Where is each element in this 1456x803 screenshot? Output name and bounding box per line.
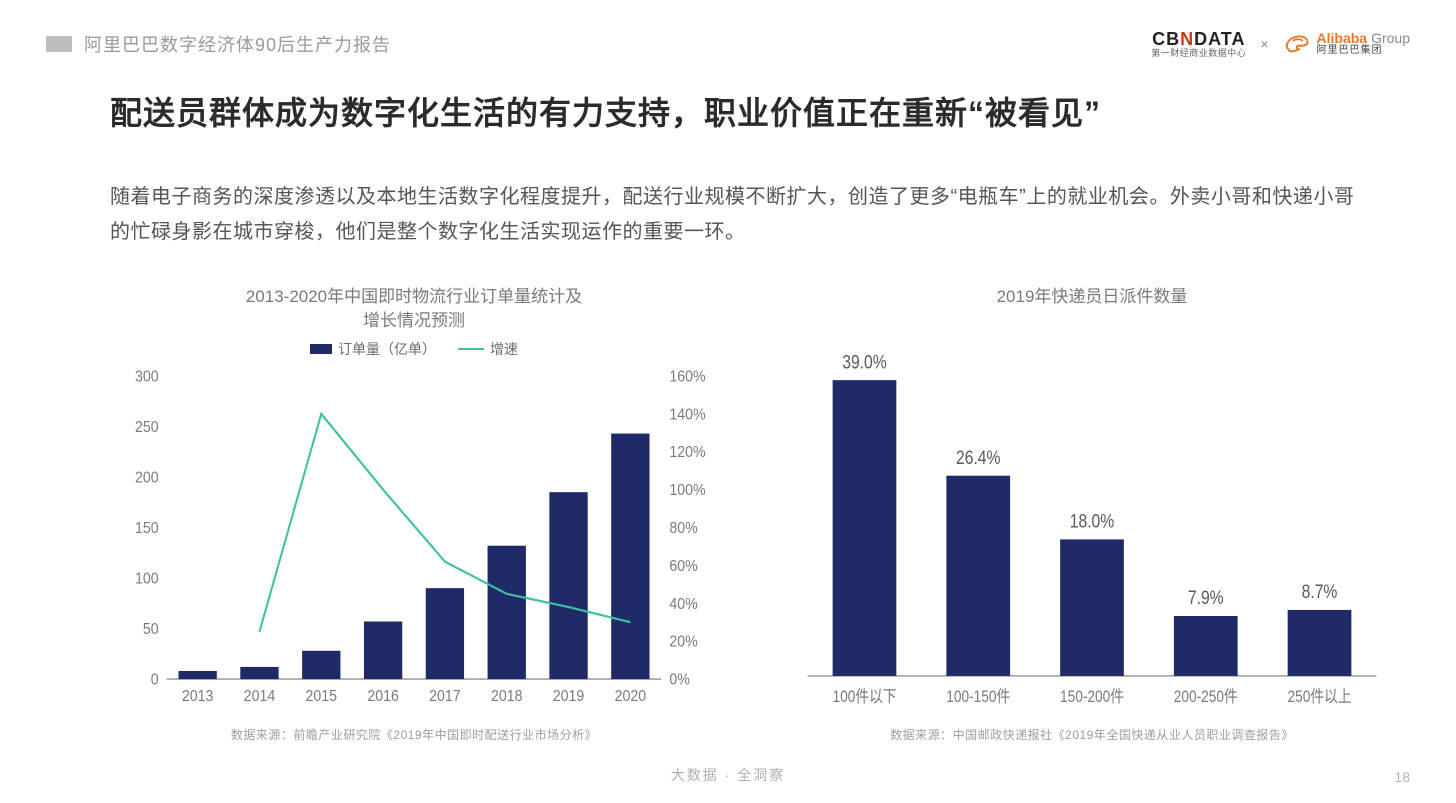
svg-text:100件以下: 100件以下 xyxy=(832,688,896,707)
svg-text:60%: 60% xyxy=(669,558,697,575)
ali-cn: 阿里巴巴集团 xyxy=(1317,46,1411,57)
svg-text:100-150件: 100-150件 xyxy=(946,688,1010,707)
chart-left-title-l1: 2013-2020年中国即时物流行业订单量统计及 xyxy=(246,287,582,306)
svg-text:39.0%: 39.0% xyxy=(842,351,886,373)
svg-text:2018: 2018 xyxy=(491,688,523,705)
cbn-sub: 第一财经商业数据中心 xyxy=(1151,49,1246,58)
svg-text:300: 300 xyxy=(135,369,159,386)
doc-title: 阿里巴巴数字经济体90后生产力报告 xyxy=(84,31,391,57)
ali-en: Alibaba xyxy=(1317,30,1368,46)
footer-page-number: 18 xyxy=(1394,769,1410,785)
svg-text:200: 200 xyxy=(135,470,159,487)
main-title: 配送员群体成为数字化生活的有力支持，职业价值正在重新“被看见” xyxy=(110,88,1346,134)
chart-right-title: 2019年快递员日派件数量 xyxy=(997,285,1188,309)
chart-left-source: 数据来源：前瞻产业研究院《2019年中国即时配送行业市场分析》 xyxy=(231,726,597,743)
svg-text:150-200件: 150-200件 xyxy=(1060,688,1124,707)
chart-left-legend: 订单量（亿单） 增速 xyxy=(310,339,518,359)
svg-text:50: 50 xyxy=(143,621,159,638)
footer-center: 大数据 · 全洞察 xyxy=(0,765,1456,785)
legend-line-swatch xyxy=(458,348,484,350)
svg-text:2015: 2015 xyxy=(306,688,338,705)
body-text: 随着电子商务的深度渗透以及本地生活数字化程度提升，配送行业规模不断扩大，创造了更… xyxy=(110,180,1366,250)
svg-text:100%: 100% xyxy=(669,482,705,499)
svg-text:8.7%: 8.7% xyxy=(1302,580,1338,602)
ali-group: Group xyxy=(1371,30,1410,46)
svg-text:2014: 2014 xyxy=(244,688,276,705)
svg-text:2016: 2016 xyxy=(367,688,399,705)
legend-line: 增速 xyxy=(458,339,518,359)
chart-left-title: 2013-2020年中国即时物流行业订单量统计及 增长情况预测 xyxy=(246,285,582,333)
svg-text:100: 100 xyxy=(135,571,159,588)
svg-text:2013: 2013 xyxy=(182,688,214,705)
chart-right-area: 39.0% 100件以下 26.4% 100-150件 18.0% 150-200件 7.9… xyxy=(788,337,1396,716)
slide-page: 阿里巴巴数字经济体90后生产力报告 CBNDATA 第一财经商业数据中心 × A… xyxy=(0,0,1456,803)
svg-text:150: 150 xyxy=(135,520,159,537)
alibaba-logo: AlibabaGroup 阿里巴巴集团 xyxy=(1283,30,1411,58)
svg-text:80%: 80% xyxy=(669,520,697,537)
svg-text:40%: 40% xyxy=(669,596,697,613)
header-accent-block xyxy=(46,36,72,52)
chart-right-svg: 39.0% 100件以下 26.4% 100-150件 18.0% 150-200件 7.9… xyxy=(788,337,1396,716)
chart-right-source: 数据来源：中国邮政快递报社《2019年全国快递从业人员职业调查报告》 xyxy=(890,726,1294,743)
alibaba-icon xyxy=(1283,30,1311,58)
header: 阿里巴巴数字经济体90后生产力报告 CBNDATA 第一财经商业数据中心 × A… xyxy=(46,24,1410,64)
svg-text:160%: 160% xyxy=(669,369,705,386)
header-left: 阿里巴巴数字经济体90后生产力报告 xyxy=(46,31,391,57)
svg-text:140%: 140% xyxy=(669,406,705,423)
chart-left-title-l2: 增长情况预测 xyxy=(363,311,465,330)
legend-line-label: 增速 xyxy=(490,339,518,359)
logo-x: × xyxy=(1260,36,1268,52)
svg-text:26.4%: 26.4% xyxy=(956,446,1000,468)
charts-row: 2013-2020年中国即时物流行业订单量统计及 增长情况预测 订单量（亿单） … xyxy=(110,285,1396,743)
svg-text:250: 250 xyxy=(135,419,159,436)
chart-left-area: 0 50 100 150 200 250 300 0% 20% 40% 60% 80% 100% 120%… xyxy=(110,365,718,716)
svg-text:20%: 20% xyxy=(669,634,697,651)
cbn-post: DATA xyxy=(1194,29,1245,49)
chart-left-svg: 0 50 100 150 200 250 300 0% 20% 40% 60% 80% 100% 120%… xyxy=(110,365,718,716)
svg-text:2019: 2019 xyxy=(553,688,585,705)
alibaba-text: AlibabaGroup 阿里巴巴集团 xyxy=(1317,31,1411,56)
chart-right-panel: 2019年快递员日派件数量 39.0% 100件以下 26.4% 100-150件 18… xyxy=(788,285,1396,743)
svg-text:2020: 2020 xyxy=(615,688,647,705)
svg-text:18.0%: 18.0% xyxy=(1070,510,1114,532)
svg-text:200-250件: 200-250件 xyxy=(1174,688,1238,707)
svg-text:0: 0 xyxy=(151,672,159,689)
svg-text:250件以上: 250件以上 xyxy=(1287,688,1351,707)
legend-bar: 订单量（亿单） xyxy=(310,339,436,359)
cbndata-logo: CBNDATA 第一财经商业数据中心 xyxy=(1151,30,1246,58)
svg-text:7.9%: 7.9% xyxy=(1188,587,1224,609)
cbn-accent: N xyxy=(1180,29,1194,49)
chart-left-panel: 2013-2020年中国即时物流行业订单量统计及 增长情况预测 订单量（亿单） … xyxy=(110,285,718,743)
legend-bar-label: 订单量（亿单） xyxy=(338,339,436,359)
header-logos: CBNDATA 第一财经商业数据中心 × AlibabaGroup 阿里巴巴集团 xyxy=(1151,30,1410,58)
legend-bar-swatch xyxy=(310,344,332,354)
svg-text:120%: 120% xyxy=(669,444,705,461)
cbn-pre: CB xyxy=(1152,29,1180,49)
svg-text:0%: 0% xyxy=(669,672,689,689)
svg-text:2017: 2017 xyxy=(429,688,461,705)
